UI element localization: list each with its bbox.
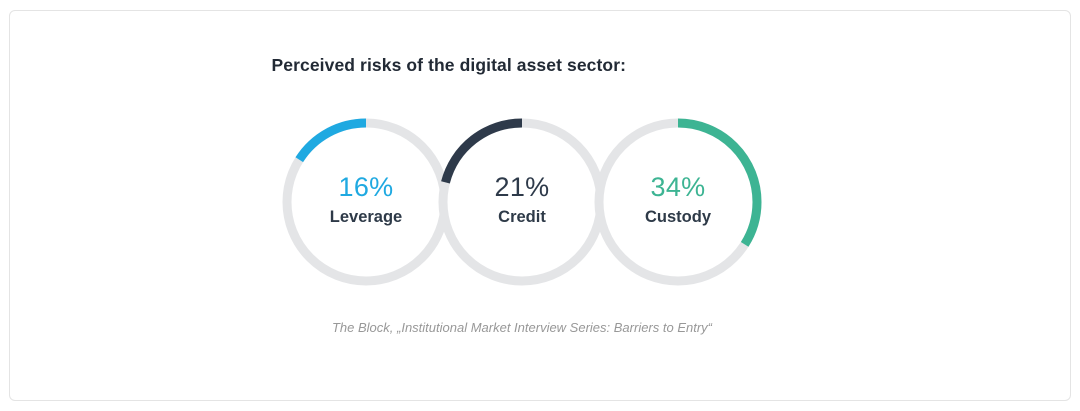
donut-custody: 34% Custody xyxy=(590,114,766,290)
donut-credit: 21% Credit xyxy=(434,114,610,290)
donut-arc xyxy=(594,118,762,286)
donut-credit-svg xyxy=(438,118,606,286)
donut-arc-group xyxy=(594,118,762,286)
donut-arc-group xyxy=(282,118,450,286)
donut-leverage-svg xyxy=(282,118,450,286)
donut-arc xyxy=(282,118,450,286)
source-caption: The Block, „Institutional Market Intervi… xyxy=(331,320,712,335)
donut-row: 16% Leverage 21% Credit xyxy=(270,114,775,290)
donut-arc-group xyxy=(438,118,606,286)
donut-leverage: 16% Leverage xyxy=(278,114,454,290)
donut-arc xyxy=(438,118,606,286)
chart-card: Perceived risks of the digital asset sec… xyxy=(9,10,1071,401)
chart-content: Perceived risks of the digital asset sec… xyxy=(270,11,775,335)
donut-custody-svg xyxy=(594,118,762,286)
chart-title: Perceived risks of the digital asset sec… xyxy=(271,55,627,75)
